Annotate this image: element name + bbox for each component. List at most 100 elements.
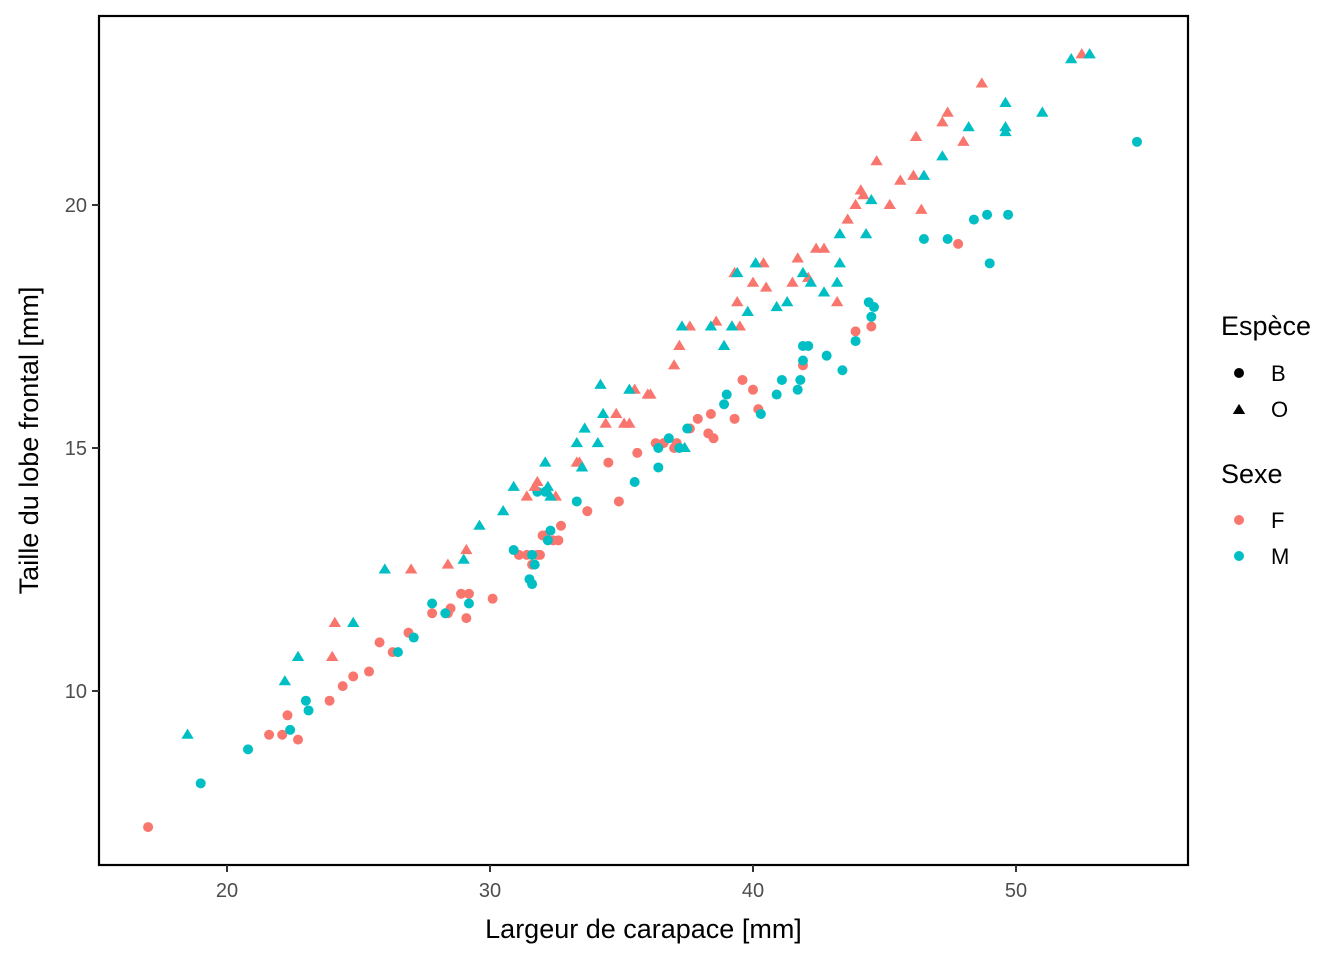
x-axis-title: Largeur de carapace [mm]: [485, 914, 802, 944]
legend-sex-items: FM: [1234, 508, 1289, 569]
point-B-M: [868, 302, 879, 313]
point-O-F: [915, 203, 928, 214]
point-O-M: [541, 480, 555, 491]
point-O-M: [749, 257, 762, 268]
point-B-M: [866, 311, 877, 322]
point-B-F: [534, 549, 545, 560]
point-O-M: [378, 563, 391, 574]
legend-key-circle: [1234, 368, 1244, 378]
point-B-F: [603, 457, 614, 468]
point-B-F: [692, 413, 703, 424]
legend-key-triangle: [1232, 403, 1246, 415]
point-O-M: [741, 305, 754, 316]
point-O-M: [1036, 106, 1049, 117]
point-B-F: [487, 593, 498, 604]
x-axis-ticks: 20 30 40 50: [216, 865, 1027, 902]
point-B-M: [792, 384, 803, 395]
point-B-F: [337, 681, 348, 692]
point-O-F: [1075, 48, 1088, 59]
legend-key-color: [1234, 515, 1244, 525]
y-tick-label: 10: [65, 681, 87, 703]
point-O-M: [796, 266, 810, 278]
y-tick-label: 20: [65, 195, 87, 217]
point-B-F: [613, 496, 624, 507]
point-B-F: [427, 608, 438, 619]
x-tick-label: 50: [1005, 880, 1027, 902]
point-B-F: [456, 588, 467, 599]
point-B-F: [324, 695, 335, 706]
point-O-M: [781, 296, 794, 307]
point-B-M: [629, 477, 640, 488]
point-O-M: [1083, 48, 1096, 59]
point-B-M: [821, 350, 832, 361]
point-B-F: [293, 734, 304, 745]
point-O-M: [962, 121, 975, 132]
point-B-F: [556, 520, 567, 531]
point-O-F: [641, 388, 654, 399]
point-B-M: [653, 462, 664, 473]
point-O-M: [544, 490, 557, 501]
plot-panel-border: [97, 14, 1190, 867]
point-B-F: [264, 729, 275, 740]
point-O-M: [507, 480, 520, 491]
point-O-F: [894, 174, 907, 185]
point-O-F: [975, 77, 988, 88]
point-O-M: [457, 553, 470, 564]
point-O-F: [907, 169, 920, 180]
point-O-F: [841, 213, 854, 224]
point-B-M: [463, 598, 474, 609]
point-O-F: [599, 417, 612, 428]
point-O-F: [326, 650, 339, 662]
point-B-F: [277, 729, 288, 740]
y-tick-label: 15: [65, 438, 87, 460]
point-B-M: [776, 374, 787, 385]
point-O-F: [610, 407, 623, 419]
point-B-M: [542, 535, 553, 546]
point-O-M: [496, 505, 510, 516]
point-B-M: [440, 608, 451, 619]
point-O-M: [859, 227, 873, 239]
y-axis-ticks: 10 15 20: [65, 195, 99, 703]
point-O-M: [539, 456, 552, 467]
point-B-M: [984, 258, 995, 269]
point-B-M: [508, 545, 519, 556]
point-O-M: [596, 407, 610, 419]
point-O-M: [704, 320, 718, 331]
point-O-F: [746, 276, 760, 287]
point-B-M: [982, 209, 993, 220]
point-O-F: [328, 616, 342, 627]
point-B-M: [968, 214, 979, 225]
point-O-M: [833, 257, 846, 268]
x-tick-label: 20: [216, 880, 238, 902]
point-B-F: [463, 588, 474, 599]
point-O-M: [804, 276, 818, 287]
point-O-F: [441, 558, 455, 569]
legend-sex-label: M: [1271, 544, 1289, 569]
point-O-M: [833, 227, 846, 239]
point-B-M: [303, 705, 314, 716]
point-O-M: [725, 320, 739, 331]
point-B-F: [143, 822, 154, 833]
point-B-M: [755, 408, 766, 419]
legend-species-label: B: [1271, 361, 1286, 386]
point-O-F: [909, 130, 923, 141]
legend-species-items: BO: [1232, 361, 1288, 422]
point-O-F: [941, 106, 954, 117]
point-B-M: [243, 744, 254, 755]
point-B-M: [719, 399, 730, 410]
point-B-F: [953, 238, 964, 249]
point-O-M: [181, 728, 194, 739]
point-O-M: [1065, 53, 1078, 64]
point-O-F: [883, 198, 896, 210]
point-B-M: [837, 365, 848, 376]
point-B-M: [771, 389, 782, 400]
point-B-M: [721, 389, 732, 400]
point-O-M: [473, 519, 486, 530]
point-B-M: [545, 525, 556, 536]
point-O-F: [731, 296, 744, 307]
point-B-M: [1003, 209, 1014, 220]
point-B-F: [705, 408, 716, 419]
point-O-M: [347, 616, 360, 627]
point-O-F: [759, 281, 773, 292]
point-B-F: [708, 433, 719, 444]
